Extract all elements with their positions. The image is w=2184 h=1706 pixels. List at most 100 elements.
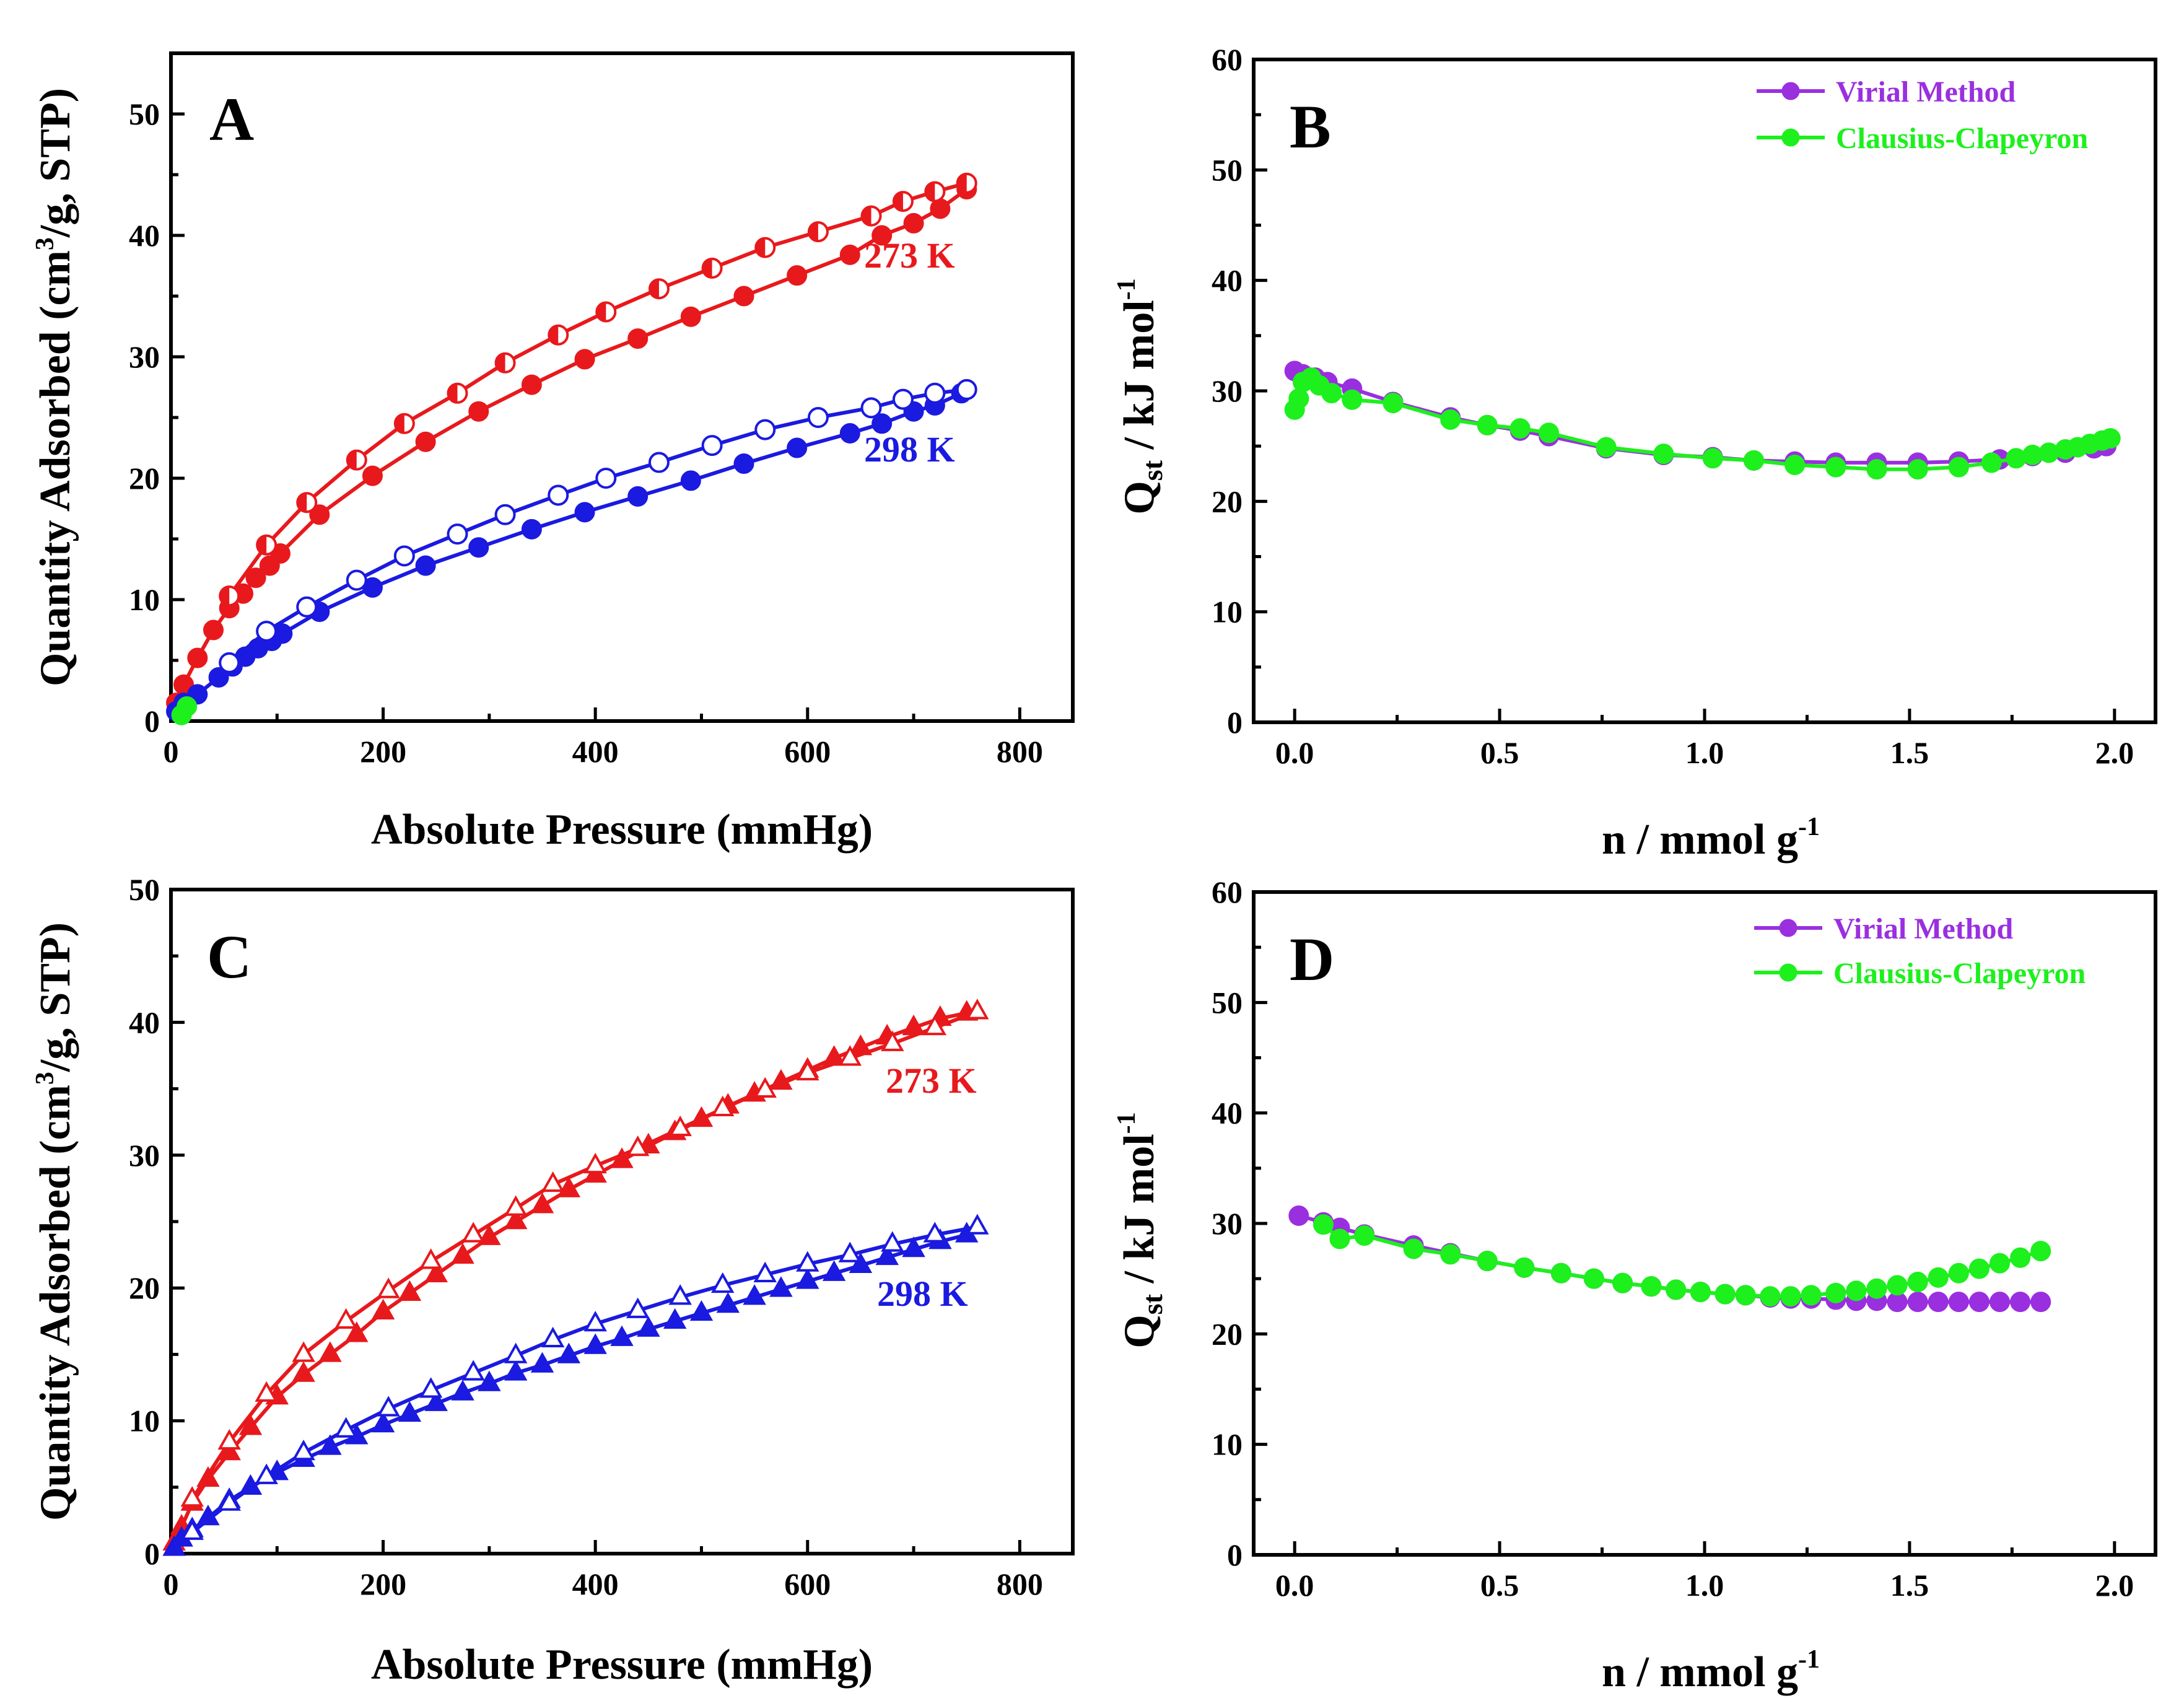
panel-d-virial-method-point bbox=[1288, 1205, 1309, 1227]
panel-c-298-k-adsorption-point bbox=[424, 1390, 448, 1411]
panel-d-clausius-clapeyron-point bbox=[1550, 1262, 1571, 1284]
panel-b-legend-virial-text: Virial Method bbox=[1836, 76, 2016, 108]
panel-c-273-k-desorption-point bbox=[217, 1428, 241, 1450]
panel-a-273-k-adsorption-point bbox=[187, 647, 208, 668]
panel-a-273-k-adsorption-point bbox=[362, 465, 383, 486]
panel-a-273-k-adsorption-point bbox=[521, 374, 542, 395]
panel-a-298-k-desorption-point bbox=[892, 388, 914, 410]
panel-c-298-k-adsorption-line bbox=[172, 1233, 968, 1550]
panel-d-ticks: 0.0 0.5 1.0 1.5 2.0 0 10 20 30 40 50 60 bbox=[1212, 875, 2134, 1603]
panel-a-298-k-adsorption-point bbox=[415, 555, 436, 576]
panel-b-chart: 0.0 0.5 1.0 1.5 2.0 0 10 20 30 40 50 60 B Virial Me… bbox=[1112, 42, 2157, 864]
panel-c-298-k-adsorption-point bbox=[637, 1316, 660, 1337]
panel-a-273-k-adsorption-point bbox=[787, 265, 808, 286]
panel-a-273-k-desorption-point bbox=[256, 534, 277, 556]
panel-c-298-k-adsorption-point bbox=[610, 1325, 634, 1346]
panel-c-298-k-desorption-point bbox=[377, 1396, 400, 1417]
panel-d-clausius-clapeyron-point bbox=[1801, 1285, 1822, 1306]
panel-a-273-k-adsorption-point bbox=[245, 567, 266, 588]
panel-b-clausius-clapeyron-point bbox=[1509, 418, 1531, 439]
panel-c-298-k-desorption-point bbox=[838, 1241, 862, 1262]
panel-d-clausius-clapeyron-point bbox=[1948, 1262, 1969, 1284]
panel-d-clausius-clapeyron-point bbox=[1990, 1253, 2011, 1274]
panel-a-273-k-desorption-point bbox=[346, 449, 367, 471]
panel-d-clausius-clapeyron-point bbox=[1329, 1228, 1350, 1249]
panel-c-273-k-adsorption-point bbox=[398, 1280, 422, 1301]
panel-a-frame bbox=[169, 51, 1075, 723]
panel-d-clausius-clapeyron-point bbox=[1907, 1272, 1928, 1293]
panel-a-letter: A bbox=[209, 85, 254, 154]
panel-a-298-k-desorption-point bbox=[296, 596, 318, 618]
panel-b-xtick-label: 1.5 bbox=[1890, 735, 1929, 770]
panel-a-273-k-desorption-point bbox=[701, 257, 723, 279]
panel-a-273-k-adsorption-point bbox=[203, 619, 224, 641]
panel-c-298-k-desorption-point bbox=[180, 1519, 204, 1540]
panel-c-xtick-label: 400 bbox=[572, 1567, 619, 1601]
panel-a-273-k-desorption-point bbox=[393, 413, 415, 434]
panel-a-xlabel: Absolute Pressure (mmHg) bbox=[371, 806, 873, 854]
panel-c-273-k-adsorption-point bbox=[238, 1414, 263, 1435]
panel-d-clausius-clapeyron-point bbox=[1780, 1286, 1801, 1307]
panel-c-298-k-adsorption-point bbox=[451, 1380, 474, 1401]
panel-b-letter: B bbox=[1290, 92, 1331, 161]
panel-c-298-k-adsorption-point bbox=[663, 1308, 687, 1329]
panel-a-273-k-adsorption-point bbox=[574, 349, 595, 370]
panel-d-clausius-clapeyron-point bbox=[2010, 1247, 2031, 1268]
panel-d-clausius-clapeyron-point bbox=[1690, 1282, 1711, 1303]
panel-b-series bbox=[1284, 361, 2121, 480]
panel-b-clausius-clapeyron-point bbox=[1825, 457, 1846, 478]
panel-c-label-298k: 298 K bbox=[877, 1274, 968, 1314]
panel-d-xlabel: n / mmol g-1 bbox=[1602, 1645, 1820, 1696]
panel-a-273-k-desorption-point bbox=[807, 221, 829, 243]
panel-c-298-k-adsorption-point bbox=[716, 1292, 740, 1313]
panel-b-legend-virial-marker bbox=[1781, 82, 1800, 100]
panel-c-ytick-label: 0 bbox=[144, 1536, 160, 1571]
panel-a-273-k-adsorption-point bbox=[839, 244, 860, 265]
panel-c-273-k-desorption-point bbox=[461, 1222, 485, 1243]
panel-a-298-k-desorption-point bbox=[447, 523, 468, 545]
panel-a-ytick-label: 50 bbox=[129, 97, 160, 131]
panel-a-273-k-adsorption-point bbox=[680, 306, 701, 327]
panel-d-legend: Virial Method Clausius-Clapeyron bbox=[1754, 912, 2086, 990]
panel-a-xtick-label: 800 bbox=[997, 734, 1043, 769]
panel-d-ylabel: Qst / kJ mol-1 bbox=[1112, 1112, 1168, 1348]
panel-d-clausius-clapeyron-point bbox=[1477, 1251, 1498, 1272]
panel-d-ytick-label: 30 bbox=[1212, 1206, 1243, 1241]
panel-b-ytick-label: 0 bbox=[1227, 705, 1243, 740]
panel-d-virial-method-point bbox=[2010, 1292, 2031, 1313]
panel-d-clausius-clapeyron-point bbox=[2030, 1241, 2051, 1262]
panel-a-298-k-adsorption-point bbox=[521, 518, 542, 540]
panel-d-xtick-label: 0.0 bbox=[1275, 1568, 1314, 1603]
panel-d-clausius-clapeyron-point bbox=[1440, 1244, 1461, 1265]
panel-d-virial-method-point bbox=[1907, 1292, 1928, 1313]
panel-a-298-k-desorption-point bbox=[393, 545, 415, 567]
panel-d-clausius-clapeyron-point bbox=[1887, 1275, 1908, 1296]
panel-c-298-k-adsorption-point bbox=[796, 1268, 819, 1289]
panel-d-xtick-label: 1.5 bbox=[1890, 1568, 1929, 1603]
panel-c-298-k-adsorption-point bbox=[504, 1360, 528, 1381]
panel-a-273-k-desorption-point bbox=[219, 585, 240, 607]
panel-a-ticks: 0 200 400 600 800 0 10 20 30 40 50 bbox=[129, 97, 1043, 769]
panel-c-298-k-adsorption-point bbox=[398, 1401, 422, 1422]
panel-c-273-k-adsorption-point bbox=[371, 1298, 395, 1319]
panel-c-298-k-desorption-point bbox=[461, 1360, 485, 1381]
panel-b-clausius-clapeyron-point bbox=[1477, 414, 1498, 435]
panel-a-xtick-label: 600 bbox=[784, 734, 831, 769]
panel-a-273-k-desorption-point bbox=[860, 205, 882, 227]
panel-a-273-k-adsorption-point bbox=[415, 431, 436, 452]
panel-c-273-k-adsorption-point bbox=[318, 1341, 342, 1362]
panel-a-298-k-desorption-point bbox=[346, 569, 367, 591]
panel-c-298-k-desorption-point bbox=[583, 1311, 607, 1332]
panel-d-clausius-clapeyron-point bbox=[1866, 1278, 1887, 1299]
panel-c-298-k-adsorption-point bbox=[478, 1370, 501, 1391]
panel-d-virial-method-point bbox=[1968, 1292, 1990, 1313]
panel-a-298-k-adsorption-point bbox=[574, 502, 595, 523]
panel-d-virial-method-point bbox=[1948, 1292, 1969, 1313]
panel-c-273-k-desorption-point bbox=[711, 1095, 735, 1116]
panel-a-xtick-label: 400 bbox=[572, 734, 619, 769]
panel-c-298-k-desorption-point bbox=[217, 1490, 241, 1511]
panel-a-xtick-label: 0 bbox=[164, 734, 179, 769]
panel-c-273-k-desorption-point bbox=[292, 1341, 315, 1362]
panel-c-273-k-desorption-point bbox=[504, 1195, 528, 1216]
